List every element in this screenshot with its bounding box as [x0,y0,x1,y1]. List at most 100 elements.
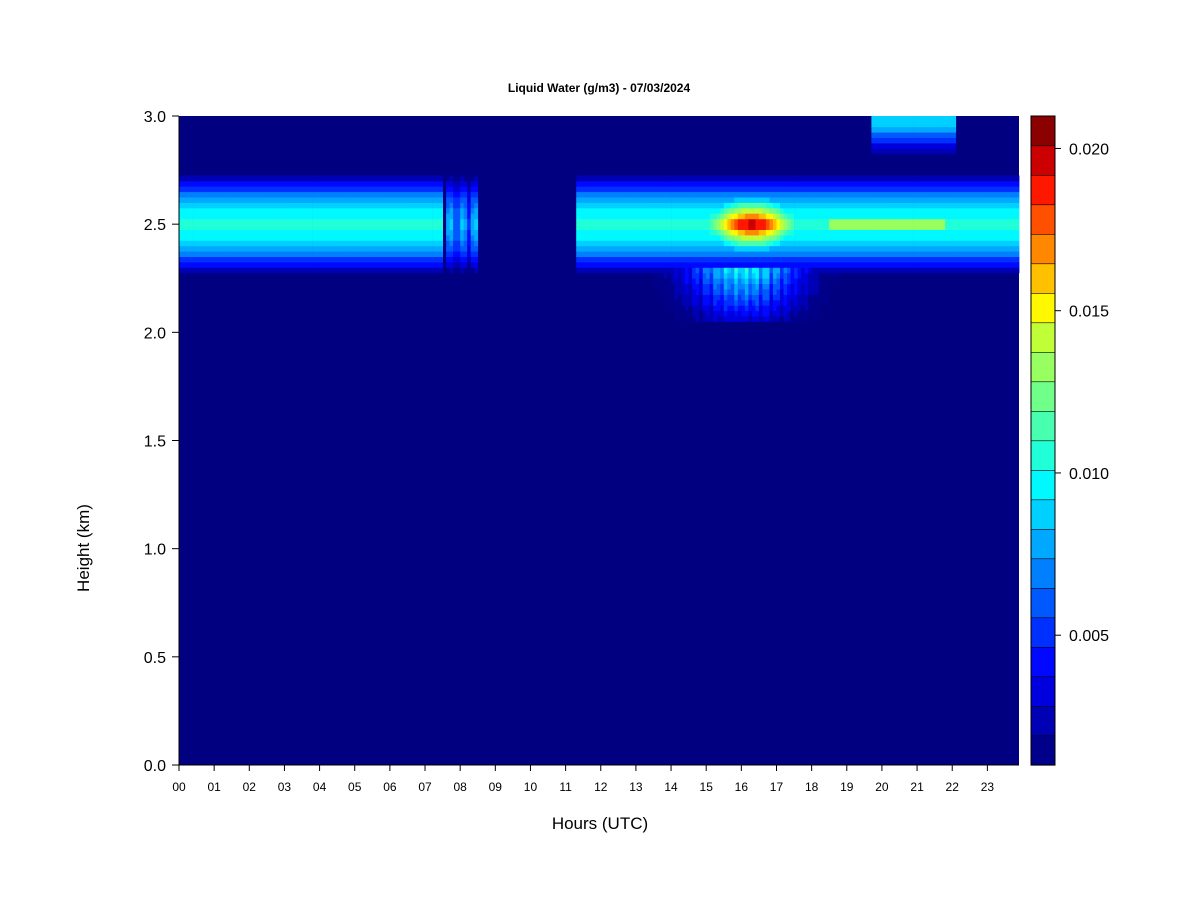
heatmap-cell [590,251,595,257]
heatmap-cell [839,218,844,225]
heatmap-cell [787,218,791,225]
heatmap-cell [614,267,619,274]
heatmap-cell [231,218,236,225]
heatmap-cell [818,283,823,290]
heatmap-cell [340,191,345,198]
heatmap-cell [730,294,735,301]
heatmap-cell [723,224,728,230]
heatmap-cell [801,289,805,295]
heatmap-cell [938,213,943,220]
heatmap-cell [773,218,777,225]
heatmap-cell [646,218,651,225]
heatmap-cell [850,218,855,225]
heatmap-cell [375,240,380,247]
heatmap-cell [309,256,313,263]
heatmap-cell [351,256,356,263]
heatmap-cell [983,207,988,214]
heatmap-cell [755,224,760,230]
heatmap-cell [927,262,932,268]
heatmap-cell [249,224,254,230]
heatmap-cell [783,316,788,322]
heatmap-cell [263,240,268,247]
heatmap-cell [734,202,739,209]
heatmap-cell [699,207,704,214]
heatmap-cell [913,116,918,122]
heatmap-cell [280,207,285,214]
heatmap-cell [730,299,735,306]
heatmap-cell [938,224,943,230]
heatmap-cell [1004,191,1009,198]
heatmap-cell [709,267,714,274]
heatmap-cell [878,224,883,230]
heatmap-cell [716,197,721,203]
heatmap-cell [189,191,194,198]
heatmap-cell [386,218,391,225]
heatmap-cell [347,245,352,252]
heatmap-cell [288,245,292,252]
heatmap-cell [621,207,626,214]
heatmap-cell [811,262,816,268]
heatmap-cell [758,175,763,182]
heatmap-cell [319,175,324,182]
heatmap-cell [231,186,236,193]
heatmap-cell [667,186,672,193]
heatmap-cell [688,316,693,322]
heatmap-cell [396,229,401,236]
heatmap-cell [1015,202,1020,209]
heatmap-cell [186,251,190,257]
heatmap-cell [765,207,770,214]
heatmap-cell [720,245,725,252]
heatmap-cell [744,218,749,225]
heatmap-cell [952,197,957,203]
heatmap-cell [889,126,893,133]
heatmap-cell [797,213,802,220]
heatmap-cell [657,240,661,247]
heatmap-cell [611,175,616,182]
heatmap-cell [751,197,756,203]
heatmap-cell [196,213,201,220]
heatmap-cell [818,213,823,220]
heatmap-cell [407,240,412,247]
heatmap-cell [917,148,921,155]
heatmap-cell [291,240,296,247]
heatmap-cell [372,224,377,230]
heatmap-cell [889,251,893,257]
heatmap-cell [361,213,366,220]
heatmap-cell [312,207,317,214]
heatmap-cell [702,202,707,209]
heatmap-cell [228,213,233,220]
heatmap-cell [330,202,334,209]
heatmap-cell [797,240,802,247]
heatmap-cell [727,213,732,220]
heatmap-cell [955,235,960,241]
heatmap-cell [358,213,363,220]
heatmap-cell [358,202,363,209]
heatmap-cell [214,191,218,198]
heatmap-cell [839,235,844,241]
heatmap-cell [273,175,278,182]
heatmap-cell [730,283,735,290]
heatmap-cell [758,229,763,236]
heatmap-cell [635,262,640,268]
heatmap-cell [344,224,349,230]
heatmap-cell [934,180,939,187]
heatmap-cell [625,229,630,236]
heatmap-cell [881,245,886,252]
heatmap-cell [969,245,974,252]
heatmap-cell [744,262,749,268]
heatmap-cell [657,202,661,209]
heatmap-cell [846,202,851,209]
heatmap-cell [889,262,893,268]
heatmap-cell [614,235,619,241]
heatmap-cell [688,235,693,241]
heatmap-cell [403,240,408,247]
heatmap-cell [453,267,457,274]
heatmap-cell [780,299,784,306]
heatmap-cell [249,262,254,268]
heatmap-cell [804,310,809,317]
heatmap-cell [200,245,204,252]
heatmap-cell [238,186,243,193]
heatmap-cell [811,294,816,301]
heatmap-cell [980,186,985,193]
heatmap-cell [773,283,777,290]
